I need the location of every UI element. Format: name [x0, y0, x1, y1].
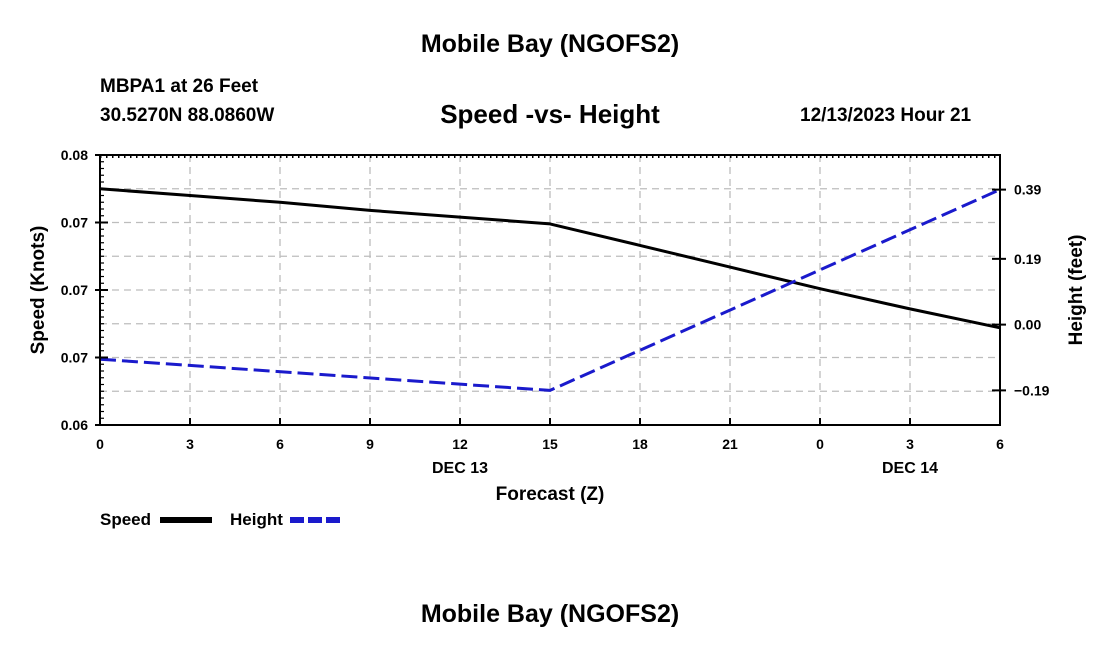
- station-coords: 30.5270N 88.0860W: [100, 105, 275, 126]
- x-tick-label: 9: [366, 436, 374, 452]
- axis-labels: 0 3 6 9 12 15 18 21 0 3 6 DEC 13 DEC 14 0.06 0.07 0.07 0…: [28, 147, 1087, 505]
- y2-tick-label: 0.00: [1014, 317, 1041, 333]
- grid-lines: [100, 155, 1000, 425]
- x-tick-label: 18: [632, 436, 648, 452]
- x-tick-label: 3: [186, 436, 194, 452]
- height-series-line: [99, 188, 1001, 392]
- x-tick-label: 6: [276, 436, 284, 452]
- plot-frame: [95, 154, 1006, 426]
- x-tick-label: 0: [96, 436, 104, 452]
- x-tick-label: 15: [542, 436, 558, 452]
- x-tick-label: 0: [816, 436, 824, 452]
- station-name: MBPA1 at 26 Feet: [100, 76, 259, 97]
- forecast-timestamp: 12/13/2023 Hour 21: [800, 105, 972, 126]
- y-tick-label: 0.08: [61, 147, 88, 163]
- speed-series-line: [99, 187, 1001, 330]
- x-date-label: DEC 13: [432, 460, 488, 477]
- legend-label-height: Height: [230, 510, 283, 529]
- x-tick-label: 21: [722, 436, 738, 452]
- x-tick-label: 12: [452, 436, 468, 452]
- y2-tick-label: 0.39: [1014, 182, 1041, 198]
- page-title: Mobile Bay (NGOFS2): [420, 30, 680, 58]
- y-tick-label: 0.07: [61, 215, 88, 231]
- x-tick-label: 3: [906, 436, 914, 452]
- footer-title: Mobile Bay (NGOFS2): [420, 600, 680, 628]
- chart-title: Speed -vs- Height: [440, 99, 660, 129]
- x-axis-title: Forecast (Z): [496, 484, 605, 505]
- x-date-label: DEC 14: [882, 460, 938, 477]
- y-axis-title: Speed (Knots): [28, 226, 49, 355]
- series-lines: [99, 187, 1001, 392]
- y2-tick-label: 0.19: [1014, 251, 1041, 267]
- x-tick-label: 6: [996, 436, 1004, 452]
- y2-axis-title: Height (feet): [1066, 235, 1087, 346]
- y2-tick-label: −0.19: [1014, 382, 1050, 398]
- y-tick-label: 0.06: [61, 417, 88, 433]
- legend-label-speed: Speed: [100, 510, 151, 529]
- y-tick-label: 0.07: [61, 350, 88, 366]
- chart-legend: Speed Height: [100, 510, 342, 529]
- y-tick-label: 0.07: [61, 282, 88, 298]
